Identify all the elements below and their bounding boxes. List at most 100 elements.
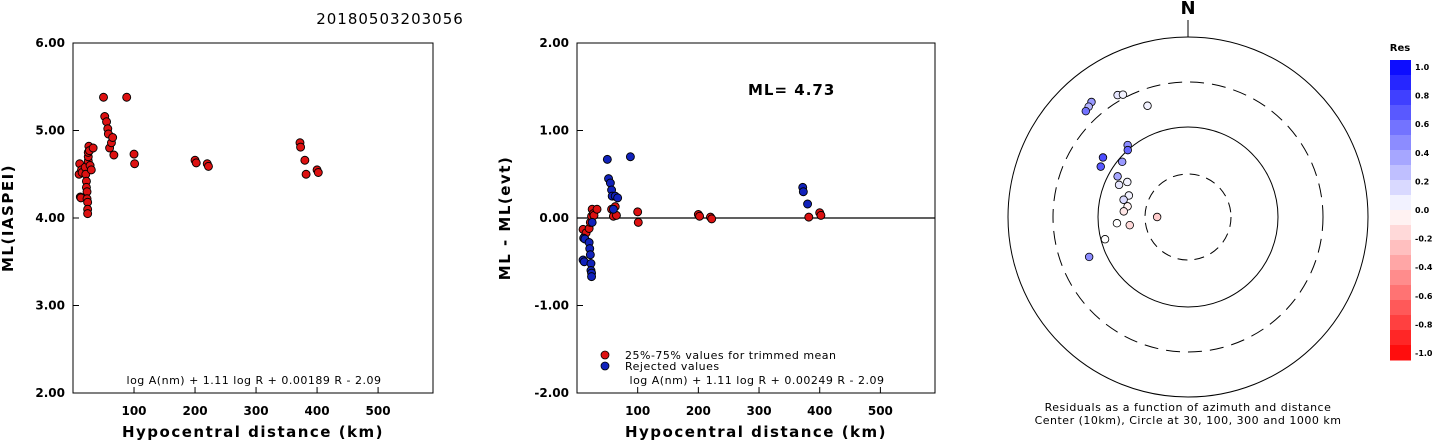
legend: 25%-75% values for trimmed mean Rejected… bbox=[600, 349, 837, 373]
colorbar: Res 1.0 0.8 0.6 0.4 0.2 0.0 -0.2 -0.4 -0.6 -0.8 -1… bbox=[1390, 43, 1433, 361]
station-residual-point bbox=[1113, 172, 1122, 181]
colorbar-swatch bbox=[1390, 165, 1411, 181]
station-residual-point bbox=[1118, 90, 1128, 99]
middle-points bbox=[578, 152, 826, 282]
trimmed-point bbox=[816, 210, 826, 220]
colorbar-swatch bbox=[1390, 180, 1411, 196]
left-x-ticks: 100 200 300 400 500 bbox=[121, 387, 391, 418]
colorbar-tick-label: -0.4 bbox=[1415, 263, 1433, 272]
rejected-point bbox=[585, 250, 595, 260]
data-point bbox=[109, 150, 119, 160]
station-residual-point bbox=[1114, 180, 1124, 190]
x-tick-label: 500 bbox=[366, 404, 391, 418]
rejected-point bbox=[803, 199, 813, 209]
polar-panel: N Residuals as a function of azimuth and… bbox=[1007, 0, 1369, 427]
station-residual-point bbox=[1096, 162, 1105, 171]
x-tick-label: 100 bbox=[625, 404, 650, 418]
colorbar-tick-label: 1.0 bbox=[1415, 63, 1430, 72]
data-point bbox=[191, 158, 201, 168]
circle-300km bbox=[1052, 81, 1324, 353]
colorbar-swatch bbox=[1390, 60, 1411, 76]
data-point bbox=[99, 92, 108, 102]
left-panel: 2.00 3.00 4.00 5.00 6.00 100 200 300 400 500 log… bbox=[0, 36, 434, 441]
middle-x-ticks: 100 200 300 400 500 bbox=[625, 387, 893, 418]
y-tick-label: 6.00 bbox=[35, 36, 65, 50]
figure-title: 20180503203056 bbox=[316, 10, 464, 28]
left-points bbox=[74, 92, 323, 219]
station-residual-point bbox=[1152, 212, 1162, 222]
station-residual-point bbox=[1123, 145, 1132, 155]
rejected-point bbox=[602, 154, 612, 164]
data-point bbox=[301, 169, 311, 179]
station-residual-point bbox=[1118, 157, 1127, 166]
rejected-point bbox=[613, 193, 623, 203]
colorbar-swatch bbox=[1390, 210, 1411, 226]
colorbar-swatch bbox=[1390, 285, 1411, 301]
station-residual-point bbox=[1125, 220, 1134, 230]
data-point bbox=[130, 159, 140, 169]
colorbar-swatch bbox=[1390, 135, 1411, 151]
colorbar-swatch bbox=[1390, 105, 1411, 121]
y-tick-label: 0.00 bbox=[539, 211, 569, 225]
colorbar-swatch bbox=[1390, 255, 1411, 271]
trimmed-point bbox=[633, 217, 643, 227]
data-point bbox=[204, 161, 213, 171]
x-tick-label: 200 bbox=[686, 404, 711, 418]
ml-value-label: ML= 4.73 bbox=[748, 81, 835, 99]
outer-circle bbox=[1007, 36, 1369, 398]
left-formula: log A(nm) + 1.11 log R + 0.00189 R - 2.0… bbox=[127, 374, 382, 387]
data-point bbox=[313, 168, 323, 177]
legend-red-marker bbox=[600, 350, 610, 360]
rejected-point bbox=[798, 187, 808, 197]
y-tick-label: 2.00 bbox=[539, 36, 569, 50]
colorbar-swatch bbox=[1390, 225, 1411, 241]
circle-100km bbox=[1097, 126, 1279, 308]
colorbar-swatch bbox=[1390, 90, 1411, 106]
station-residual-point bbox=[1098, 153, 1108, 162]
polar-points bbox=[1081, 90, 1162, 262]
colorbar-tick-label: -0.2 bbox=[1415, 235, 1433, 244]
data-point bbox=[122, 92, 132, 102]
station-residual-point bbox=[1081, 106, 1090, 116]
rejected-point bbox=[587, 272, 597, 282]
colorbar-swatch bbox=[1390, 315, 1411, 331]
y-tick-label: 2.00 bbox=[35, 386, 65, 400]
colorbar-tick-label: 0.0 bbox=[1415, 206, 1430, 215]
data-point bbox=[296, 142, 306, 152]
caption-line-1: Residuals as a function of azimuth and d… bbox=[1045, 401, 1332, 414]
data-point bbox=[129, 149, 139, 159]
data-point bbox=[88, 143, 98, 153]
colorbar-tick-label: 0.8 bbox=[1415, 92, 1430, 101]
y-tick-label: 4.00 bbox=[35, 211, 65, 225]
colorbar-swatch bbox=[1390, 330, 1411, 346]
colorbar-swatch bbox=[1390, 240, 1411, 256]
colorbar-tick-label: 0.4 bbox=[1415, 149, 1430, 158]
rejected-point bbox=[625, 152, 635, 162]
colorbar-tick-label: 0.6 bbox=[1415, 120, 1430, 129]
left-x-label: Hypocentral distance (km) bbox=[122, 423, 384, 441]
middle-panel: -2.00 -1.00 0.00 1.00 2.00 100 200 300 400 500 M… bbox=[496, 36, 936, 441]
legend-red-label: 25%-75% values for trimmed mean bbox=[625, 349, 837, 362]
colorbar-tick-label: -1.0 bbox=[1415, 349, 1433, 358]
legend-blue-label: Rejected values bbox=[625, 360, 720, 373]
x-tick-label: 300 bbox=[244, 404, 269, 418]
station-residual-point bbox=[1123, 177, 1132, 187]
caption-line-2: Center (10km), Circle at 30, 100, 300 an… bbox=[1035, 414, 1342, 427]
rejected-point bbox=[608, 204, 618, 214]
legend-blue-marker bbox=[600, 361, 610, 371]
station-residual-point bbox=[1112, 219, 1122, 228]
colorbar-swatch bbox=[1390, 75, 1411, 91]
north-label: N bbox=[1180, 0, 1195, 19]
colorbar-swatch bbox=[1390, 345, 1411, 361]
x-tick-label: 100 bbox=[121, 404, 146, 418]
colorbar-tick-label: 0.2 bbox=[1415, 177, 1429, 186]
x-tick-label: 300 bbox=[747, 404, 772, 418]
data-point bbox=[300, 155, 310, 165]
trimmed-point bbox=[695, 211, 705, 221]
rejected-point bbox=[587, 217, 597, 227]
x-tick-label: 200 bbox=[183, 404, 208, 418]
data-point bbox=[86, 165, 96, 175]
data-point bbox=[83, 209, 93, 219]
colorbar-tick-label: -0.8 bbox=[1415, 320, 1433, 329]
